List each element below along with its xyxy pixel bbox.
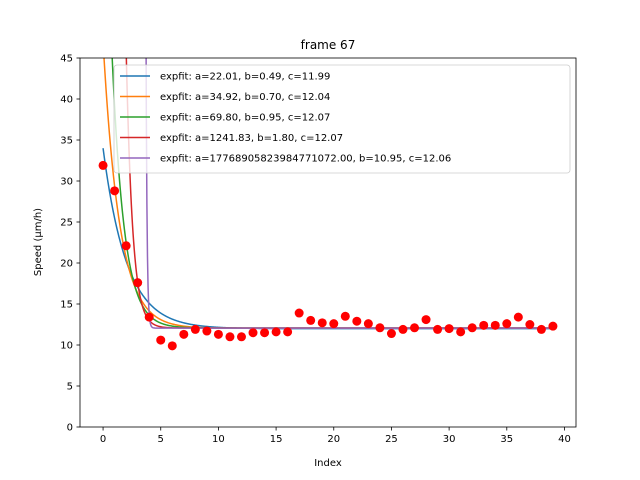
data-point [133, 278, 143, 288]
y-tick-label: 30 [60, 177, 73, 188]
data-point [548, 321, 558, 331]
fit-line-5 [145, 58, 553, 329]
data-point [317, 318, 327, 328]
data-point [525, 320, 535, 329]
x-tick-label: 25 [385, 434, 398, 445]
data-point [536, 324, 546, 334]
y-tick-label: 40 [60, 95, 73, 106]
x-tick-label: 40 [558, 434, 571, 445]
plot-frame [79, 57, 577, 428]
legend: expfit: a=22.01, b=0.49, c=11.99 expfit: … [113, 64, 571, 174]
data-point [444, 324, 454, 334]
data-point [98, 160, 108, 170]
data-point [248, 328, 258, 338]
data-point [271, 327, 281, 337]
data-point [260, 328, 270, 338]
data-point [306, 315, 316, 325]
data-point [283, 327, 293, 337]
data-point [467, 323, 477, 333]
data-point [167, 341, 177, 351]
legend-label: expfit: a=22.01, b=0.49, c=11.99 [160, 72, 330, 83]
data-point [363, 319, 373, 329]
data-point [110, 186, 120, 196]
data-point [502, 319, 512, 329]
data-point [213, 329, 223, 339]
data-points [98, 160, 558, 351]
data-point [156, 335, 166, 345]
x-axis: 0 5 10 15 20 25 30 35 40 [100, 427, 571, 445]
y-axis: 0 5 10 15 20 25 30 35 40 45 [60, 54, 80, 434]
data-point [179, 329, 189, 339]
y-tick-label: 5 [67, 382, 73, 393]
legend-label: expfit: a=17768905823984771072.00, b=10.… [160, 154, 451, 165]
y-tick-label: 20 [60, 259, 73, 270]
data-point [236, 332, 246, 342]
legend-box [113, 64, 571, 174]
data-point [190, 324, 200, 334]
y-tick-label: 25 [60, 218, 73, 229]
chart-title: frame 67 [301, 38, 356, 52]
y-tick-label: 45 [60, 54, 73, 65]
data-point [121, 241, 131, 251]
legend-label: expfit: a=34.92, b=0.70, c=12.04 [160, 92, 330, 103]
data-point [202, 326, 212, 336]
data-point [294, 308, 304, 318]
x-tick-label: 35 [500, 434, 513, 445]
y-tick-label: 0 [67, 423, 73, 434]
y-axis-label: Speed (µm/h) [33, 208, 44, 276]
data-point [490, 320, 500, 330]
data-point [456, 327, 466, 337]
y-tick-label: 10 [60, 341, 73, 352]
legend-label: expfit: a=69.80, b=0.95, c=12.07 [160, 113, 330, 124]
y-tick-label: 15 [60, 300, 73, 311]
data-point [225, 332, 235, 342]
data-point [375, 323, 385, 333]
x-tick-label: 0 [100, 434, 106, 445]
x-tick-label: 10 [212, 434, 225, 445]
data-point [398, 324, 408, 334]
x-tick-label: 5 [158, 434, 164, 445]
legend-label: expfit: a=1241.83, b=1.80, c=12.07 [160, 133, 343, 144]
fit-lines [102, 58, 553, 330]
data-point [144, 312, 154, 322]
y-tick-label: 35 [60, 136, 73, 147]
data-point [421, 315, 431, 325]
data-point [386, 329, 396, 339]
data-point [433, 324, 443, 334]
data-point [410, 323, 420, 333]
x-axis-label: Index [314, 458, 342, 469]
x-tick-label: 20 [327, 434, 340, 445]
x-tick-label: 30 [443, 434, 456, 445]
x-tick-label: 15 [270, 434, 283, 445]
data-point [352, 316, 362, 326]
data-point [329, 319, 339, 329]
data-point [513, 312, 523, 322]
data-point [340, 311, 350, 321]
data-point [479, 320, 489, 330]
